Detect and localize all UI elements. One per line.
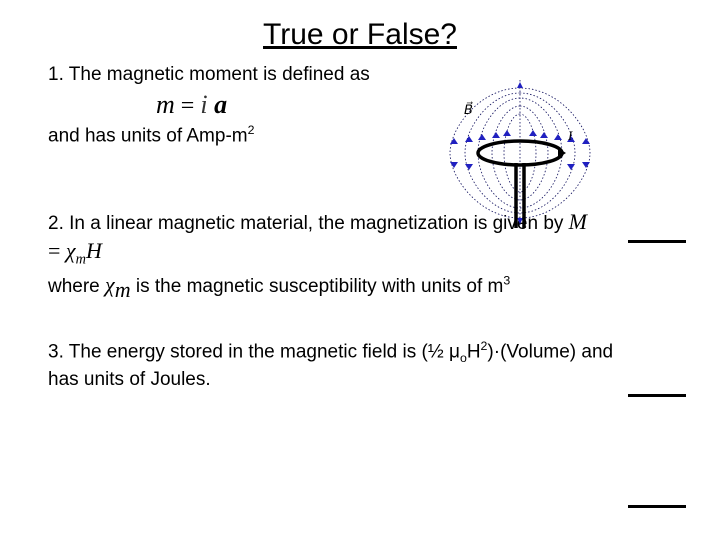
q2-chi-sub: m [76,252,86,268]
q3-a: 3. The energy stored in the magnetic fie… [48,342,460,363]
q1-sup: 2 [248,123,255,137]
question-3: 3. The energy stored in the magnetic fie… [48,338,680,392]
q3-text: 3. The energy stored in the magnetic fie… [48,338,618,392]
page-title: True or False? [0,0,720,62]
q2-chi: χ [66,238,76,263]
answer-blank-3[interactable] [628,505,686,508]
svg-text:B⃗: B⃗ [464,102,473,117]
q1-formula: m = i a [156,90,388,120]
q2-chi2-sub: m [115,277,131,302]
q2-where: where [48,276,105,297]
q3-sub-o: o [460,352,467,366]
q1-i: i [200,90,214,119]
answer-blank-2[interactable] [628,394,686,397]
q1-eq: = [175,93,201,119]
q1-m: m [156,90,175,119]
q2-H: H⃗ [86,238,119,263]
q1-a: a [214,90,227,119]
q3-b: H [467,342,481,363]
answer-blank-1[interactable] [628,240,686,243]
q2-eqsign: = [48,238,66,263]
q2-chi2: χ [105,272,115,297]
q2-line2b: is the magnetic susceptibility with unit… [136,276,504,297]
content-area: 1. The magnetic moment is defined as m =… [0,62,720,393]
svg-text:I: I [567,128,573,143]
q1-line1: 1. The magnetic moment is defined as [48,62,388,88]
q1-line2-text: and has units of Amp-m [48,125,248,146]
q1-line2: and has units of Amp-m2 [48,122,388,149]
q2-sup: 3 [503,274,510,288]
magnetic-dipole-diagram: B⃗ I [440,78,600,228]
